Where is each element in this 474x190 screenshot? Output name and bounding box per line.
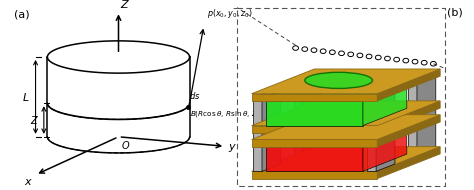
Polygon shape [408,82,417,155]
Polygon shape [252,94,377,101]
Polygon shape [266,84,407,101]
Text: $Z$: $Z$ [30,114,39,126]
Polygon shape [417,75,436,155]
Polygon shape [367,98,376,171]
Polygon shape [252,126,377,133]
Polygon shape [252,115,440,139]
Polygon shape [408,75,436,82]
Text: $x$: $x$ [24,177,33,187]
Polygon shape [376,91,395,171]
Text: $B(R\cos\theta,\,R\sin\theta,\,Z)$: $B(R\cos\theta,\,R\sin\theta,\,Z)$ [190,109,260,119]
Polygon shape [252,147,440,171]
Text: $Z$: $Z$ [119,0,130,10]
Text: $y$: $y$ [228,142,237,154]
Polygon shape [252,139,377,147]
Text: $p(x_0, y_0, z_0)$: $p(x_0, y_0, z_0)$ [208,7,253,20]
Polygon shape [266,101,363,126]
Polygon shape [266,147,363,171]
Polygon shape [252,171,377,179]
Polygon shape [262,91,281,171]
Polygon shape [253,98,262,171]
Polygon shape [266,129,407,147]
Polygon shape [253,91,281,98]
Polygon shape [252,101,440,126]
Polygon shape [377,115,440,147]
Polygon shape [294,82,303,155]
Polygon shape [377,69,440,101]
Polygon shape [363,129,407,171]
Text: (b): (b) [447,8,463,18]
Ellipse shape [305,72,373,89]
Polygon shape [294,75,322,82]
Text: $O$: $O$ [121,139,130,151]
Polygon shape [303,75,322,155]
Polygon shape [252,69,440,94]
Text: $L$: $L$ [22,91,29,103]
Text: $ds$: $ds$ [189,90,201,101]
Polygon shape [363,84,407,126]
Polygon shape [377,101,440,133]
Text: (a): (a) [14,10,30,20]
Polygon shape [377,147,440,179]
Polygon shape [367,91,395,98]
